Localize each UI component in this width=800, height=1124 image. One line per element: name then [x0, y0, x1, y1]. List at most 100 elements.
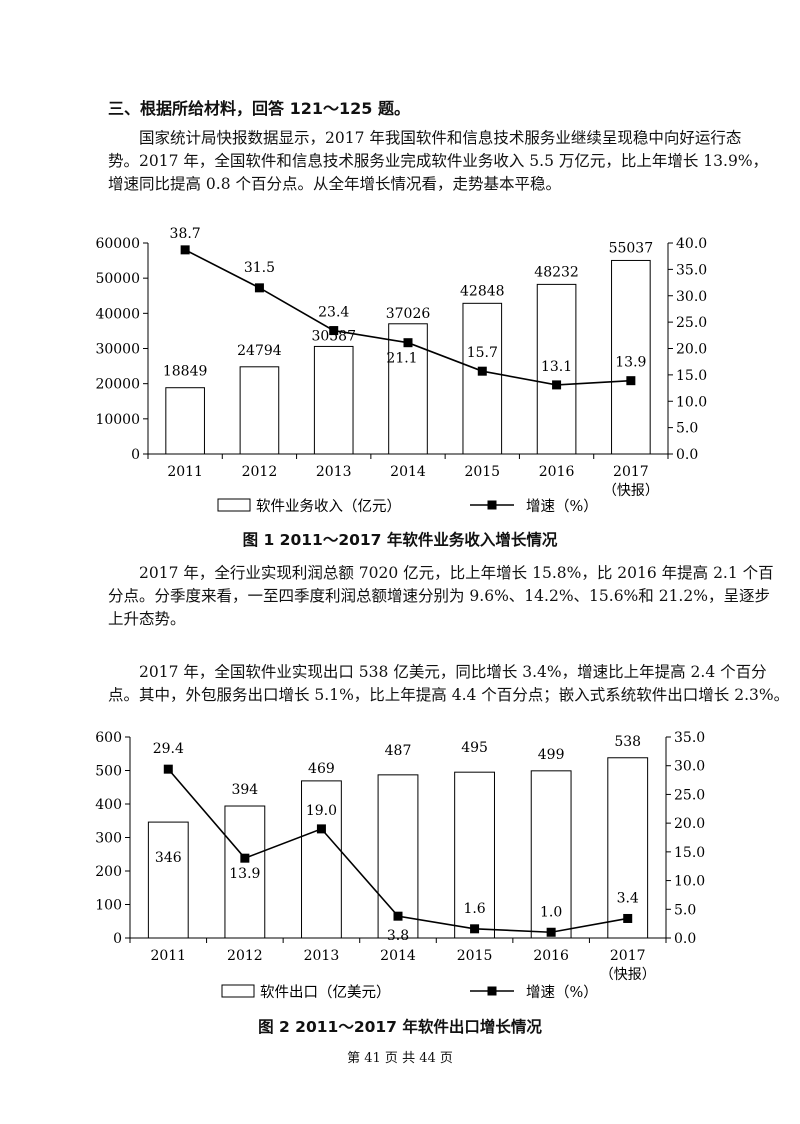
- right-tick-label: 25.0: [676, 315, 707, 331]
- legend-line-label: 增速（%）: [526, 984, 598, 1001]
- bar: [607, 757, 649, 939]
- left-tick-label: 60000: [95, 236, 140, 252]
- bar-value-label: 346: [155, 850, 182, 866]
- page-footer: 第 41 页 共 44 页: [347, 1051, 453, 1066]
- left-tick-label: 200: [95, 864, 122, 880]
- chart-software-revenue: 0 10000 20000 30000 40000 50000 60000 0.0 5.0 10.…: [95, 226, 707, 515]
- x-tick-label: 2017: [610, 948, 646, 964]
- right-tick-label: 15.0: [674, 845, 705, 861]
- growth-value-label: 1.0: [540, 904, 562, 920]
- x-tick-label: 2012: [227, 948, 263, 964]
- x-tick-label: 2011: [167, 464, 203, 480]
- bar: [239, 366, 280, 455]
- bar-value-label: 24794: [237, 343, 282, 359]
- legend-bar-swatch: [221, 984, 255, 998]
- bar-value-label: 48232: [534, 264, 579, 280]
- x-tick-label: 2016: [539, 464, 575, 480]
- bar-value-label: 499: [538, 747, 565, 763]
- bar: [147, 821, 189, 939]
- right-tick-label: 5.0: [676, 421, 698, 437]
- right-tick-label: 30.0: [674, 759, 705, 775]
- bar-value-label: 18849: [163, 364, 208, 380]
- left-tick-label: 0: [113, 931, 122, 947]
- right-tick-label: 10.0: [676, 394, 707, 410]
- right-tick-label: 35.0: [674, 730, 705, 746]
- x-tick-label: 2015: [457, 948, 493, 964]
- growth-value-label: 21.1: [386, 351, 417, 367]
- right-tick-label: 20.0: [674, 816, 705, 832]
- intro-line-2: 势。2017 年，全国软件和信息技术服务业完成软件业务收入 5.5 万亿元，比上…: [108, 152, 769, 170]
- bar: [462, 302, 503, 455]
- legend-line-marker: [487, 986, 497, 996]
- bar: [377, 774, 419, 939]
- growth-value-label: 13.9: [615, 355, 646, 371]
- left-tick-label: 600: [95, 730, 122, 746]
- growth-value-label: 13.1: [541, 359, 572, 375]
- left-tick-label: 40000: [95, 306, 140, 322]
- growth-point: [403, 338, 413, 348]
- bar-value-label: 42848: [460, 283, 505, 299]
- x-tick-label: 2014: [390, 464, 426, 480]
- profit-paragraph: 2017 年，全行业实现利润总额 7020 亿元，比上年增长 15.8%，比 2…: [108, 562, 774, 631]
- export-line-2: 点。其中，外包服务出口增长 5.1%，比上年提高 4.4 个百分点；嵌入式系统软…: [108, 686, 790, 704]
- right-tick-label: 0.0: [674, 931, 696, 947]
- left-tick-label: 500: [95, 764, 122, 780]
- growth-point: [180, 245, 190, 255]
- bar-value-label: 37026: [386, 306, 431, 322]
- bar: [165, 387, 205, 455]
- left-tick-label: 10000: [95, 412, 140, 428]
- section-heading: 三、根据所给材料，回答 121～125 题。: [108, 99, 410, 118]
- right-tick-label: 40.0: [676, 236, 707, 252]
- left-tick-label: 400: [95, 797, 122, 813]
- intro-line-1: 国家统计局快报数据显示，2017 年我国软件和信息技术服务业继续呈现稳中向好运行…: [139, 129, 742, 147]
- left-tick-label: 50000: [95, 271, 140, 287]
- chart-software-export: 0 100 200 300 400 500 600 0.0 5.0 10.0 15.0 20.0 25.…: [95, 730, 705, 1001]
- bar-value-label: 487: [385, 743, 412, 759]
- right-tick-label: 25.0: [674, 787, 705, 803]
- bar-value-label: 394: [231, 782, 258, 798]
- growth-point: [552, 380, 562, 390]
- left-tick-label: 0: [131, 447, 140, 463]
- growth-point: [329, 326, 339, 336]
- x-tick-label: 2015: [464, 464, 500, 480]
- growth-point: [393, 911, 403, 921]
- bar-value-label: 538: [614, 734, 641, 750]
- x-tick-label: 2012: [242, 464, 278, 480]
- bar: [454, 771, 495, 939]
- bar-value-label: 469: [308, 761, 335, 777]
- figure2-caption: 图 2 2011～2017 年软件出口增长情况: [258, 1018, 542, 1036]
- growth-point: [546, 927, 556, 937]
- right-tick-label: 0.0: [676, 447, 698, 463]
- right-tick-label: 5.0: [674, 902, 696, 918]
- left-tick-label: 100: [95, 898, 122, 914]
- x-tick-label: 2011: [150, 948, 186, 964]
- growth-value-label: 3.8: [387, 928, 409, 944]
- bar: [301, 780, 342, 939]
- bar-value-label: 55037: [609, 240, 654, 256]
- x-tick-label: 2013: [304, 948, 340, 964]
- bar: [611, 259, 651, 455]
- right-tick-label: 35.0: [676, 262, 707, 278]
- bar: [224, 805, 266, 939]
- growth-point: [623, 913, 633, 923]
- growth-value-label: 23.4: [318, 305, 349, 321]
- x-tick-label: 2016: [533, 948, 569, 964]
- left-tick-label: 300: [95, 831, 122, 847]
- bar: [313, 345, 354, 455]
- growth-point: [254, 283, 264, 293]
- profit-line-2: 分点。分季度来看，一至四季度利润总额增速分别为 9.6%、14.2%、15.6%…: [108, 587, 770, 605]
- x-tick-label: 2014: [380, 948, 416, 964]
- x-tick-sublabel: （快报）: [600, 967, 656, 983]
- growth-point: [163, 764, 173, 774]
- legend-bar-swatch: [217, 498, 251, 512]
- right-tick-label: 30.0: [676, 289, 707, 305]
- growth-point: [240, 853, 250, 863]
- export-paragraph: 2017 年，全国软件业实现出口 538 亿美元，同比增长 3.4%，增速比上年…: [108, 661, 790, 707]
- bar: [530, 770, 572, 939]
- left-tick-label: 20000: [95, 377, 140, 393]
- legend-bar-label: 软件业务收入（亿元）: [256, 498, 401, 515]
- profit-line-1: 2017 年，全行业实现利润总额 7020 亿元，比上年增长 15.8%，比 2…: [139, 564, 774, 582]
- growth-value-label: 19.0: [306, 803, 337, 819]
- growth-point: [626, 376, 636, 386]
- x-tick-label: 2017: [613, 464, 649, 480]
